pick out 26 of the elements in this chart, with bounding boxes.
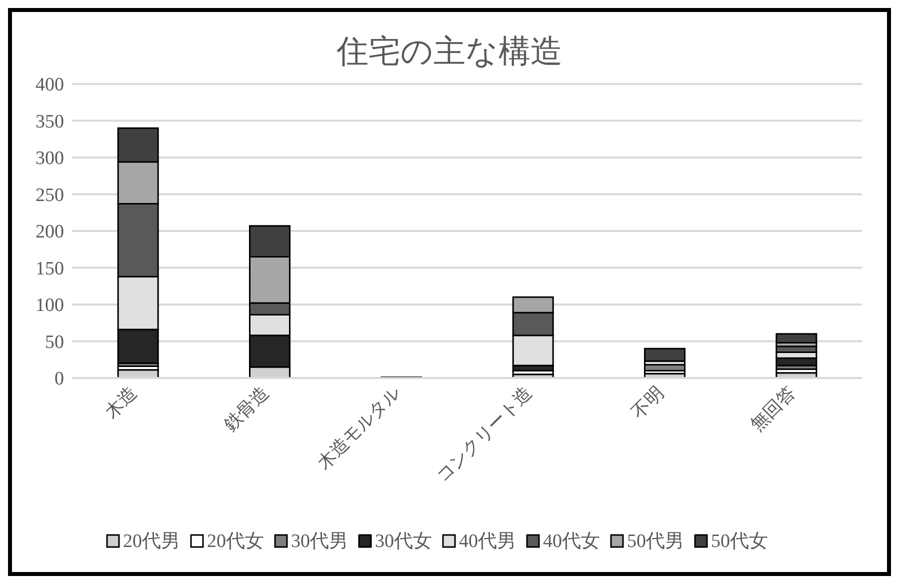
bar — [644, 348, 686, 362]
x-tick-label: コンクリート造 — [432, 382, 536, 486]
x-tick-label: 無回答 — [746, 382, 799, 436]
y-tick-label: 0 — [54, 368, 64, 390]
y-tick-label: 400 — [36, 74, 64, 96]
bar — [776, 333, 818, 344]
y-tick-label: 150 — [36, 258, 64, 280]
x-tick-label: 鉄骨造 — [220, 382, 272, 436]
legend-label: 50代女 — [711, 530, 768, 554]
legend-label: 20代女 — [207, 530, 264, 554]
legend-label: 40代男 — [459, 530, 516, 554]
y-tick-label: 50 — [45, 332, 64, 353]
legend-label: 30代男 — [291, 530, 348, 554]
y-tick-label: 250 — [36, 184, 64, 206]
legend-label: 40代女 — [543, 530, 600, 554]
x-tick-label: 木造 — [101, 382, 141, 422]
legend-label: 50代男 — [627, 530, 684, 554]
chart-title: 住宅の主な構造 — [336, 32, 564, 71]
x-tick-label: 木造モルタル — [313, 382, 404, 474]
y-tick-label: 300 — [36, 148, 64, 170]
y-tick-label: 350 — [36, 111, 64, 132]
x-tick-label: 不明 — [628, 382, 668, 422]
y-tick-label: 200 — [36, 222, 64, 243]
legend-label: 30代女 — [375, 530, 432, 554]
legend-label: 20代男 — [123, 530, 180, 554]
y-tick-label: 100 — [36, 295, 64, 316]
